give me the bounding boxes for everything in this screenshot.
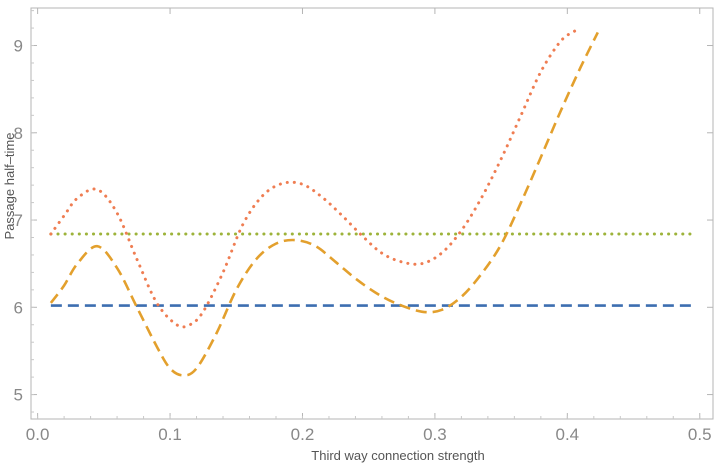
plot-frame [30,7,714,420]
series-2-line [49,31,599,377]
y-tick-label: 5 [14,386,23,405]
tick-marks [31,8,713,419]
x-tick-label: 0.5 [688,425,712,444]
x-tick-label: 0.3 [423,425,447,444]
x-axis-label: Third way connection strength [311,448,484,463]
series-layer [49,29,695,377]
x-tick-label: 0.0 [26,425,50,444]
y-tick-label: 9 [14,37,23,56]
series-3-line [49,29,577,329]
y-tick-label: 6 [14,298,23,317]
y-tick-label: 8 [14,124,23,143]
y-axis-label: Passage half–time [2,133,17,240]
y-tick-labels: 5 6 7 8 9 [14,37,23,405]
y-tick-label: 7 [14,211,23,230]
x-tick-label: 0.4 [556,425,580,444]
x-tick-label: 0.2 [291,425,315,444]
x-tick-label: 0.1 [158,425,182,444]
x-tick-labels: 0.0 0.1 0.2 0.3 0.4 0.5 [26,425,712,444]
